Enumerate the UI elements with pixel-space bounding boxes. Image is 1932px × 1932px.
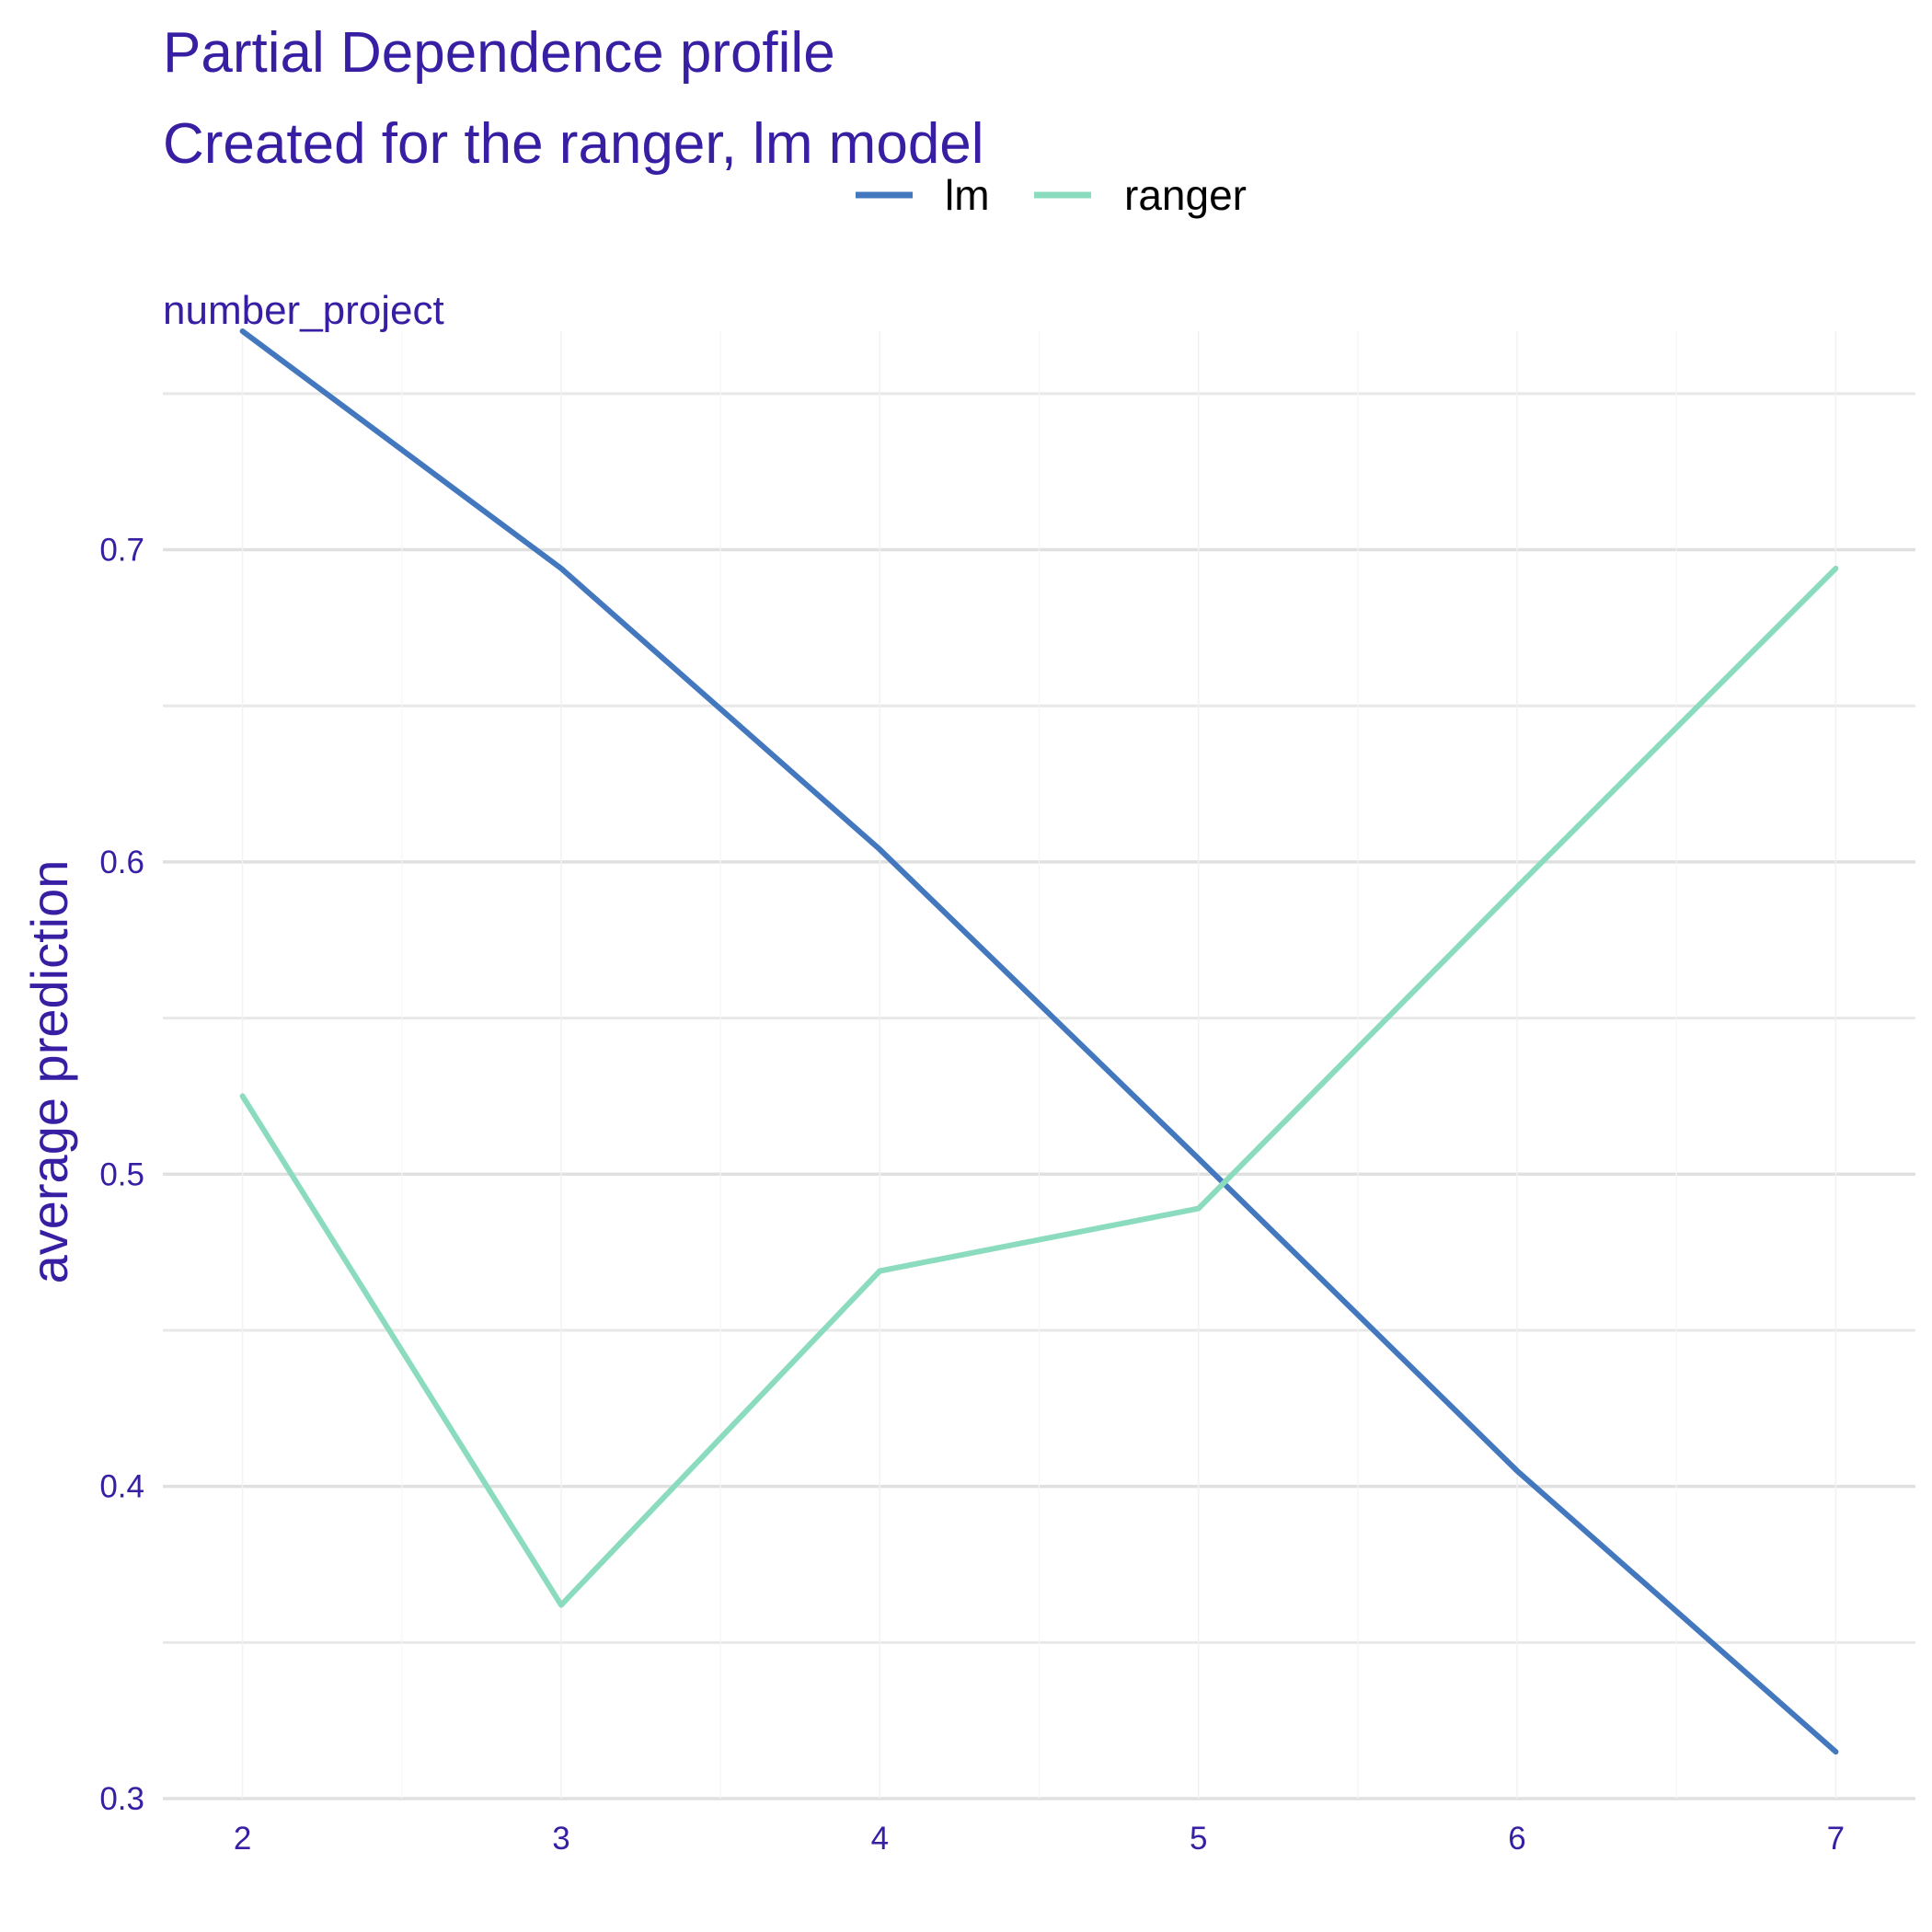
y-tick-label: 0.6 <box>99 845 144 880</box>
x-tick-label: 4 <box>871 1821 889 1857</box>
y-axis-ticks: 0.3 0.4 0.5 0.6 0.7 <box>99 533 144 1817</box>
grid <box>163 331 1915 1800</box>
y-axis-label: average prediction <box>20 860 78 1284</box>
x-tick-label: 6 <box>1508 1821 1525 1857</box>
legend-label-lm: lm <box>945 171 990 219</box>
chart-title: Partial Dependence profile <box>163 21 835 85</box>
legend-label-ranger: ranger <box>1124 171 1247 219</box>
y-tick-label: 0.7 <box>99 533 144 569</box>
x-tick-label: 2 <box>234 1821 251 1857</box>
x-axis-ticks: 2 3 4 5 6 7 <box>234 1821 1845 1857</box>
series-line-ranger <box>239 565 1839 1608</box>
series-layer <box>239 328 1839 1755</box>
series-line-lm <box>239 328 1839 1755</box>
y-tick-label: 0.5 <box>99 1156 144 1192</box>
y-tick-label: 0.3 <box>99 1781 144 1817</box>
x-tick-label: 3 <box>552 1821 569 1857</box>
facet-label: number_project <box>163 288 444 333</box>
x-tick-label: 5 <box>1190 1821 1207 1857</box>
x-tick-label: 7 <box>1827 1821 1845 1857</box>
y-tick-label: 0.4 <box>99 1469 144 1505</box>
chart-subtitle: Created for the ranger, lm model <box>163 112 984 176</box>
legend: lm ranger <box>856 171 1247 219</box>
